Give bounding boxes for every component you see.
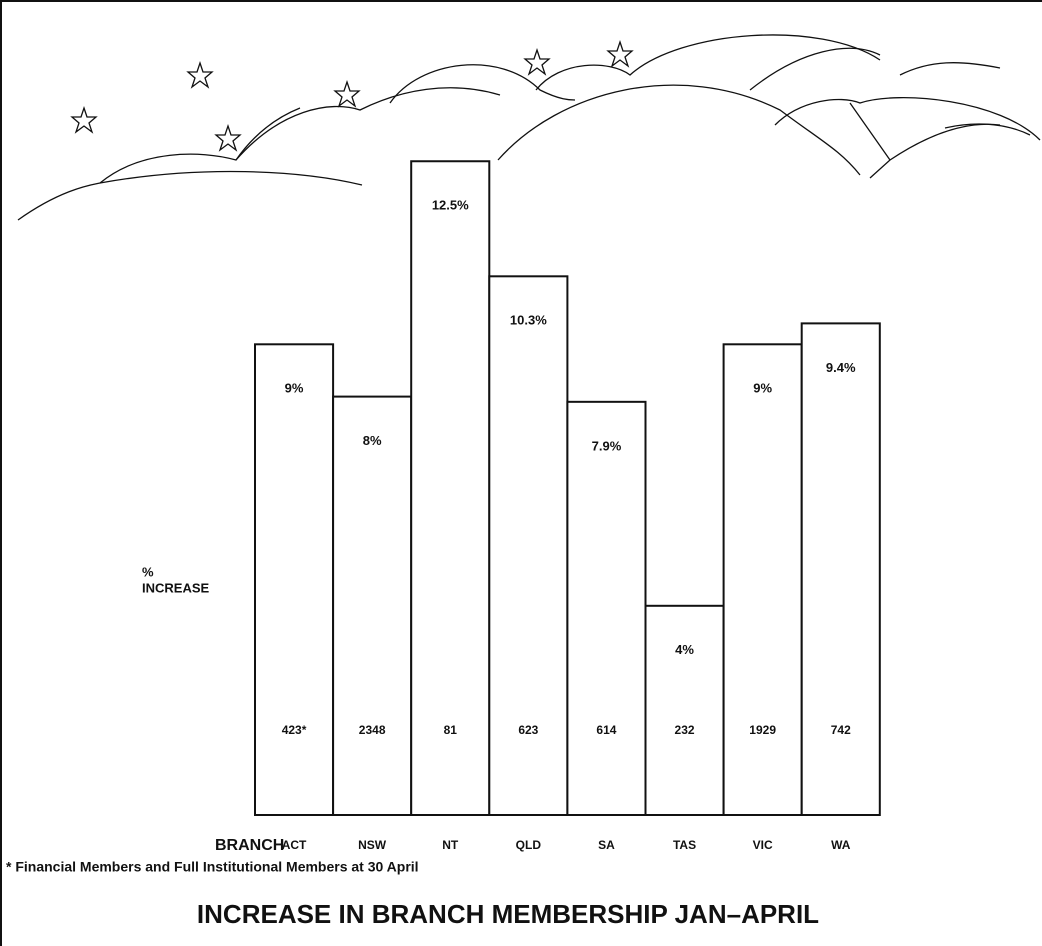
x-tick-label: QLD [516,838,542,852]
value-label: 8% [363,433,382,448]
bar [410,160,491,816]
bar [800,322,881,816]
value-label: 9% [285,381,304,396]
bar [332,395,413,816]
x-tick-label: WA [831,838,851,852]
x-tick-label: VIC [753,838,773,852]
bar [254,343,335,816]
member-count: 1929 [749,723,776,737]
chart-title: INCREASE IN BRANCH MEMBERSHIP JAN–APRIL [197,899,819,929]
member-count: 742 [831,723,851,737]
x-tick-label: NT [442,838,459,852]
y-axis-label: INCREASE [142,580,210,595]
value-label: 12.5% [432,198,469,213]
value-label: 10.3% [510,313,547,328]
value-label: 9.4% [826,360,856,375]
x-axis-label: BRANCH [215,837,284,854]
bar [644,604,725,816]
footnote: * Financial Members and Full Institution… [6,859,419,875]
member-count: 2348 [359,723,386,737]
member-count: 423* [282,723,307,737]
member-count: 232 [675,723,695,737]
bar [722,343,803,816]
bar [566,400,647,816]
value-label: 9% [753,381,772,396]
x-tick-label: TAS [673,838,696,852]
value-label: 4% [675,642,694,657]
member-count: 81 [444,723,458,737]
member-count: 614 [596,723,616,737]
member-count: 623 [518,723,538,737]
value-label: 7.9% [592,438,622,453]
x-tick-label: ACT [282,838,307,852]
x-tick-label: NSW [358,838,387,852]
bar [488,275,569,816]
y-axis-label: % [142,564,154,579]
hills-decoration [17,34,1041,221]
x-tick-label: SA [598,838,615,852]
